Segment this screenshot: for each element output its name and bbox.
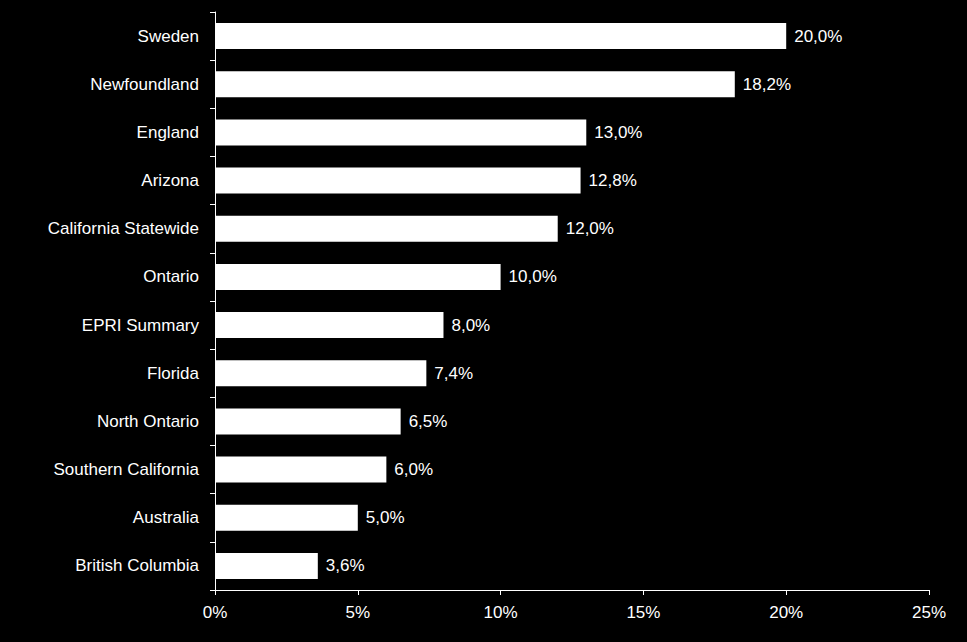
svg-text:18,2%: 18,2% [743,75,791,94]
svg-text:8,0%: 8,0% [451,316,490,335]
svg-text:Ontario: Ontario [143,267,199,286]
svg-text:Sweden: Sweden [138,27,199,46]
svg-text:5,0%: 5,0% [366,508,405,527]
svg-text:Southern California: Southern California [53,460,199,479]
svg-text:EPRI Summary: EPRI Summary [82,316,200,335]
svg-text:15%: 15% [626,603,660,622]
svg-text:20%: 20% [769,603,803,622]
svg-text:California Statewide: California Statewide [48,219,199,238]
svg-text:13,0%: 13,0% [594,123,642,142]
svg-text:6,5%: 6,5% [409,412,448,431]
svg-text:5%: 5% [346,603,371,622]
svg-text:7,4%: 7,4% [434,364,473,383]
svg-text:England: England [137,123,199,142]
svg-text:12,8%: 12,8% [589,171,637,190]
svg-text:10,0%: 10,0% [509,267,557,286]
svg-text:Florida: Florida [147,364,200,383]
svg-text:Australia: Australia [133,508,200,527]
svg-text:3,6%: 3,6% [326,556,365,575]
svg-text:British Columbia: British Columbia [75,556,199,575]
svg-text:Newfoundland: Newfoundland [90,75,199,94]
svg-text:20,0%: 20,0% [794,27,842,46]
svg-text:6,0%: 6,0% [394,460,433,479]
svg-text:12,0%: 12,0% [566,219,614,238]
svg-text:10%: 10% [484,603,518,622]
svg-text:North Ontario: North Ontario [97,412,199,431]
svg-text:0%: 0% [203,603,228,622]
svg-text:Arizona: Arizona [141,171,199,190]
svg-text:25%: 25% [912,603,946,622]
